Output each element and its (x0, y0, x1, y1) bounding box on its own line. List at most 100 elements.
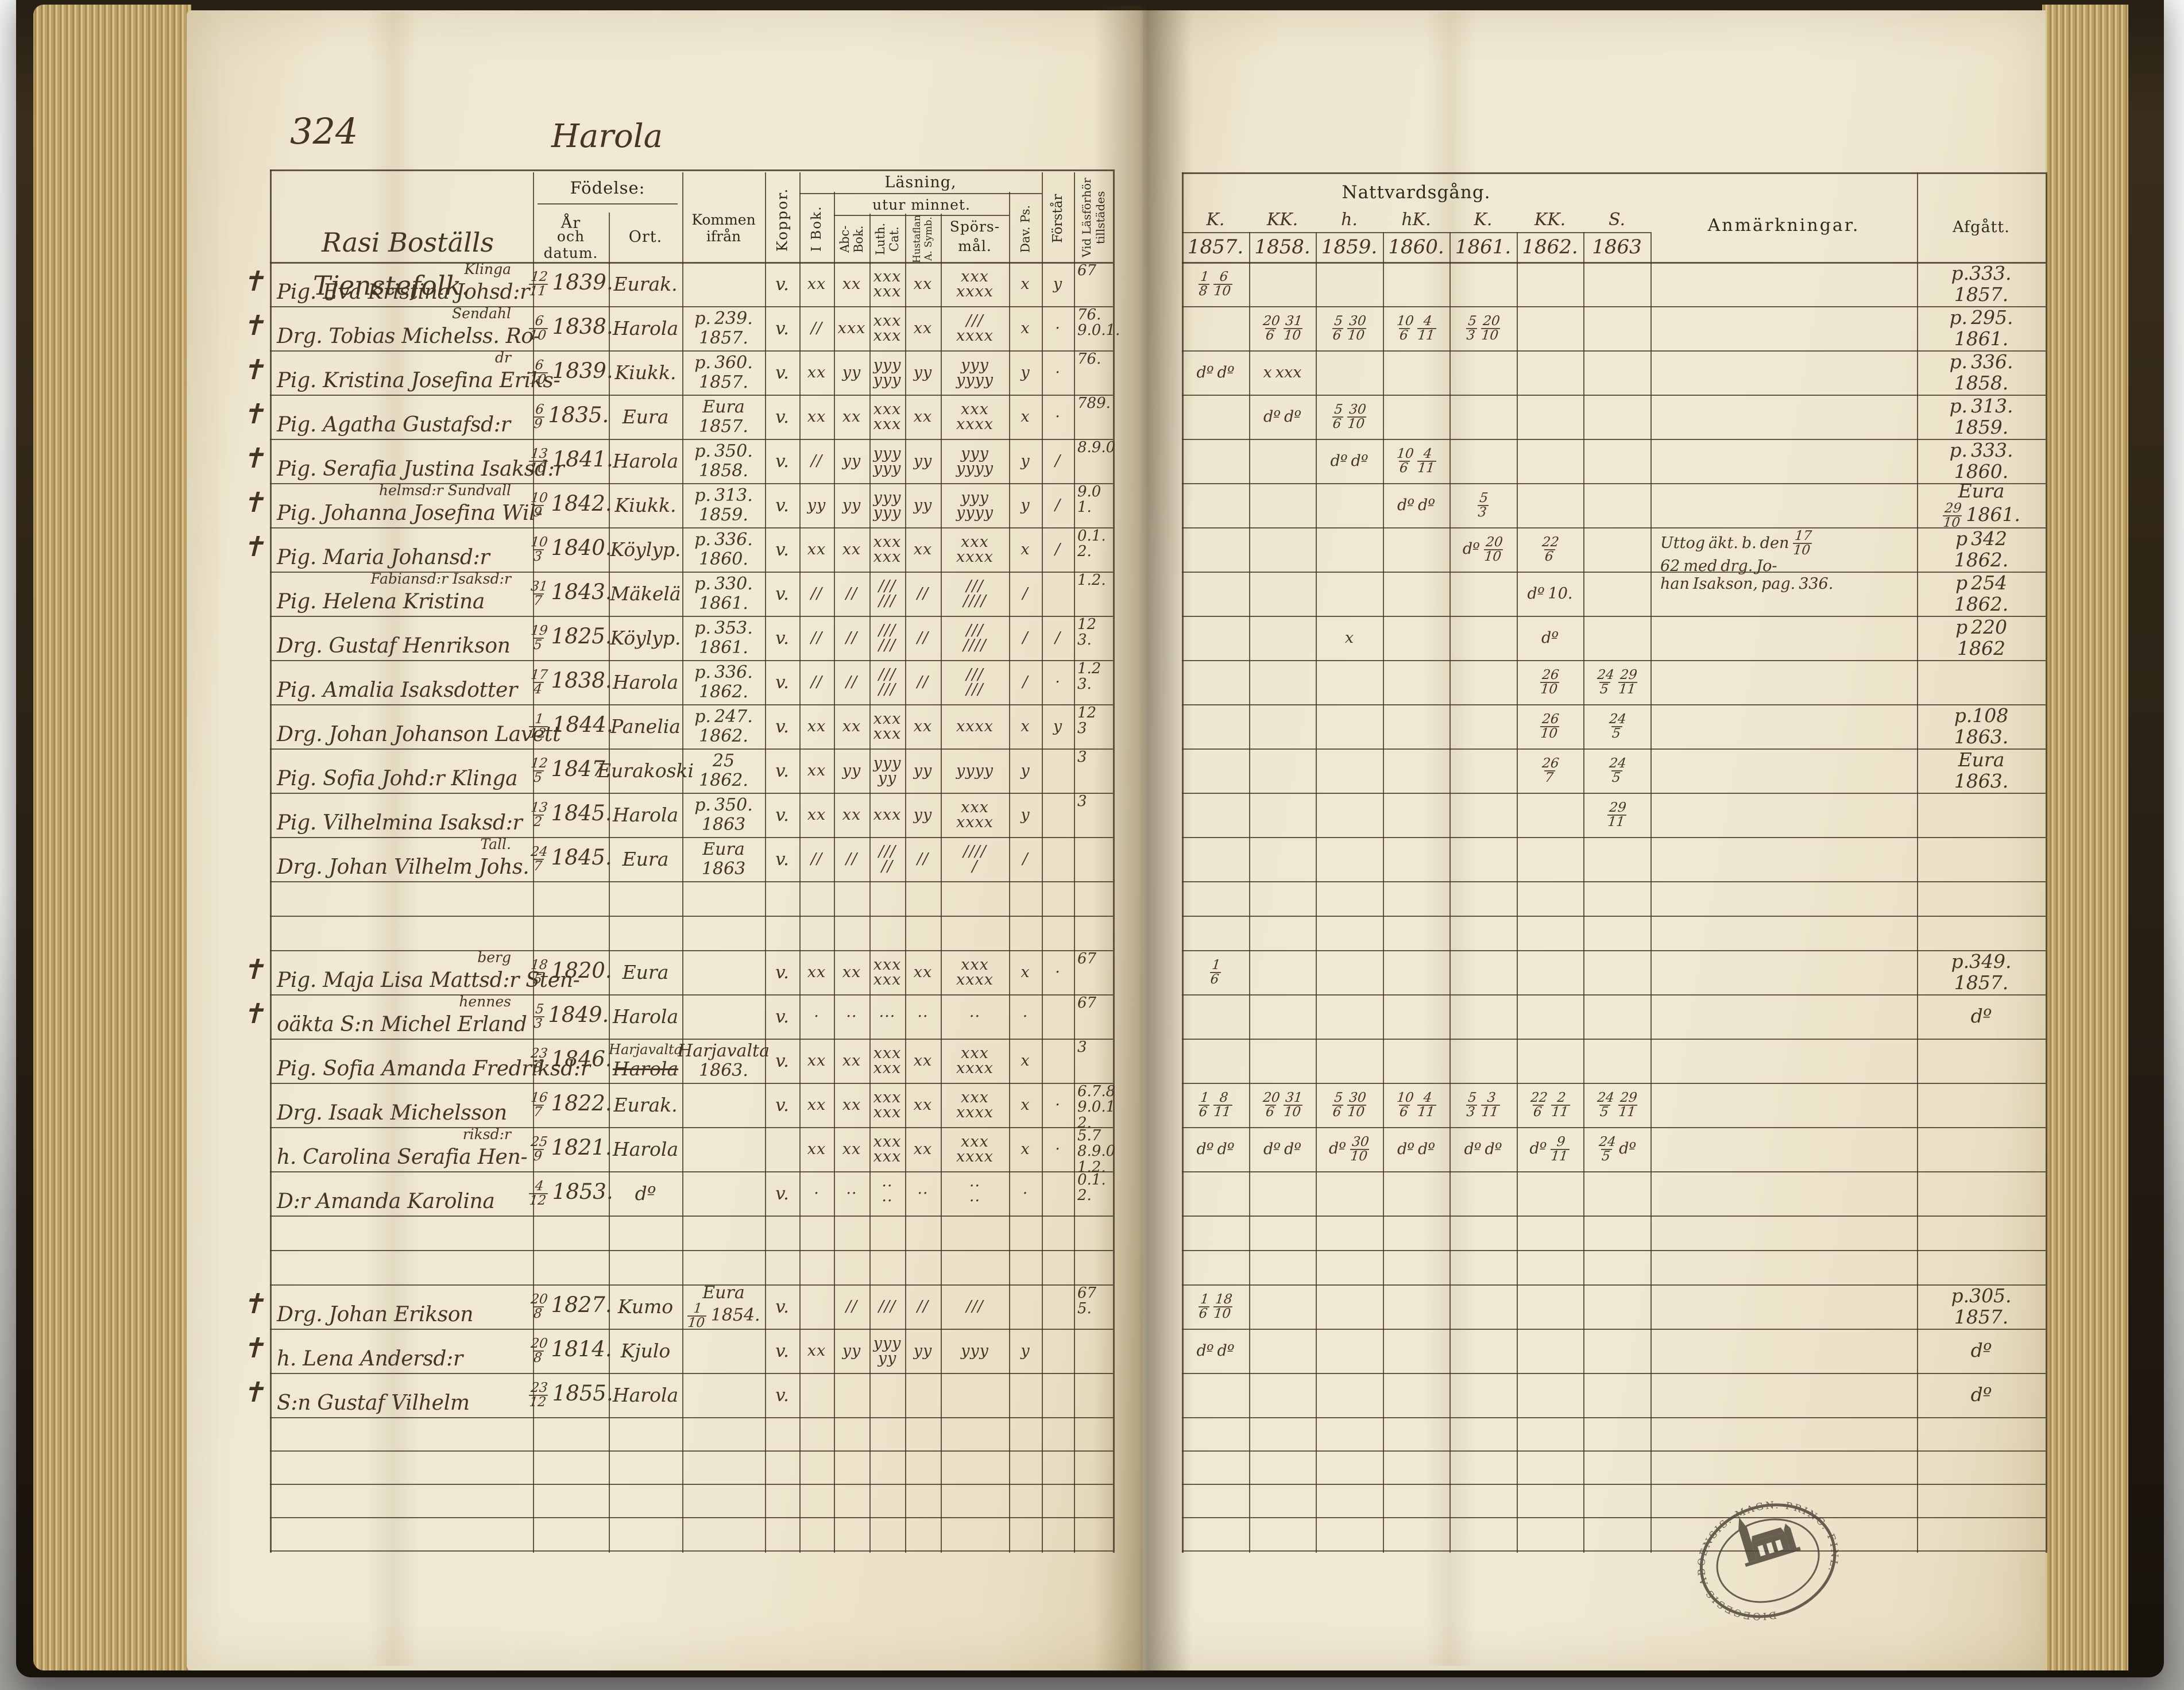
reading-mark-cell: ·· (941, 994, 1009, 1039)
fraction-month: 11 (1616, 681, 1637, 697)
table-row: ✝ Pig. Agatha Gustafsd:r 6 9 1835. Eura Eura 18… (0, 395, 2184, 439)
birth-place-cell: Kiukk. (609, 350, 682, 395)
text-line: p. 330. (693, 574, 755, 594)
date-fraction: 20 8 (529, 1336, 548, 1365)
fraction-day: 20 (1262, 1090, 1281, 1105)
name-continuation: Fabiansd:r Isaksd:r (370, 570, 511, 587)
text-token: 1861. (1966, 503, 2020, 526)
reading-mark: xx (913, 407, 933, 426)
person-name: Pig. Kristina Josefina Eriks- (277, 369, 561, 392)
year-mark-note: K. (1206, 209, 1225, 230)
fraction-day: 24 (1597, 667, 1615, 682)
date-fraction: 26 10 (1539, 712, 1561, 741)
reading-mark-cell: // (905, 572, 941, 616)
birth-date-cell: 10 9 1842. (530, 483, 612, 527)
text-token: dº (1464, 1140, 1482, 1158)
reading-mark-cell: ··· (869, 994, 905, 1039)
text-line: 1857. (697, 328, 750, 348)
fraction-day: 5 (1333, 313, 1343, 329)
reading-mark-cell: yy (834, 748, 869, 793)
col-header-vid-lasforhor: Vid Läsförhör tillstädes (1080, 178, 1107, 258)
date-fraction: 9 11 (1549, 1135, 1571, 1164)
left-table-top-border (270, 169, 1113, 171)
text-token: dº (1970, 1383, 1992, 1406)
reading-mark: xxxx (956, 970, 994, 989)
reading-mark: xxx (873, 311, 902, 330)
date-fraction: 20 10 (1482, 535, 1504, 564)
birth-place: Harola (612, 1005, 679, 1028)
attendance-line: 789. (1077, 395, 1111, 412)
row-line-right (1182, 881, 2046, 882)
came-from-cell: p. 353. 1861. (682, 616, 765, 660)
date-fraction: 10 3 (529, 535, 548, 564)
reading-mark-cell: xxx xxxx (941, 1083, 1009, 1127)
came-from-cell: p. 360. 1857. (682, 350, 765, 395)
fraction-day: 6 (1219, 269, 1229, 284)
reading-mark-cell: ////// (941, 660, 1009, 704)
text-token: dº (1485, 1140, 1502, 1158)
date-fraction: 31 10 (1282, 1090, 1304, 1120)
birth-place: Harola (612, 1058, 679, 1080)
church-icon (1738, 1517, 1801, 1567)
date-fraction: 6 10 (527, 358, 550, 387)
birth-place-cell: Harola (609, 994, 682, 1039)
reading-mark-cell: xx (799, 1329, 834, 1373)
right-table-header-rule (1182, 262, 2046, 264)
reading-mark-cell: y (1009, 439, 1042, 483)
col-header-kommen: Kommen ifrån (691, 211, 756, 245)
birth-year: 1820. (551, 958, 612, 983)
date-fraction: 10 9 (529, 491, 548, 520)
text-token: p. (1949, 438, 1968, 461)
reading-mark: // (917, 584, 929, 603)
reading-mark: // (917, 850, 929, 868)
smallpox-mark-cell: v. (775, 495, 789, 516)
col-header-koppor: Koppor. (774, 187, 791, 252)
reading-mark-cell: /// (869, 1284, 905, 1329)
birth-date: 5 3 1849. (531, 1002, 611, 1031)
reading-mark-cell: y (1009, 793, 1042, 837)
reading-mark: xxx (873, 970, 902, 989)
fraction-day: 5 (1479, 490, 1489, 506)
communion-cell: 5 6 30 10 (1316, 395, 1383, 439)
departed-cell: p. 313. 1859. (1917, 395, 2046, 439)
attendance-cell: 789. (1077, 395, 1111, 440)
reading-mark-cell: // (834, 837, 869, 881)
birth-date: 20 8 1814. (528, 1336, 613, 1365)
anmarkningar-vline (1917, 172, 1918, 1553)
communion-dates: dº dº (1396, 496, 1437, 514)
reading-mark-cell: yy (834, 1329, 869, 1373)
name-cell: helmsd:r Sundvall Pig. Johanna Josefina W… (277, 482, 543, 527)
reading-mark: x (1021, 717, 1030, 735)
reading-mark-cell: y (1042, 704, 1074, 748)
col-header-ar: År (561, 214, 581, 232)
name-continuation: berg (477, 949, 511, 966)
reading-mark: xx (913, 717, 933, 735)
row-line-left (270, 527, 1113, 528)
year-label: 1857. (1187, 236, 1244, 258)
reading-mark-cell: x (1009, 1083, 1042, 1127)
reading-mark-cell: /// (941, 1284, 1009, 1329)
reading-mark-cell: · (1042, 950, 1074, 994)
communion-dates: dº dº (1195, 1342, 1236, 1360)
text-token: Uttog (1660, 534, 1705, 552)
reading-mark: y (1021, 1341, 1030, 1360)
reading-mark: xx (842, 717, 861, 735)
reading-mark: xxxx (956, 547, 994, 566)
reading-mark-cell: ////// (869, 616, 905, 660)
communion-cell: dº dº (1182, 1329, 1249, 1373)
text-token: 336. (714, 529, 753, 550)
text-line: p. 353. (693, 619, 755, 638)
person-name: Pig. Amalia Isaksdotter (277, 678, 517, 702)
remark-cell: Uttog äkt. b. den 17 10 62 med drg. Jo-han Isakson… (1659, 528, 1911, 593)
fraction-day: 4 (1423, 446, 1433, 461)
reading-mark-cell: xx (905, 1127, 941, 1171)
fraction-day: 24 (1608, 711, 1627, 727)
attendance-cell: 12 3. (1077, 616, 1111, 661)
text-token: dº (1196, 364, 1214, 381)
reading-mark-cell: xxx xxx (869, 527, 905, 572)
right-table-vline (1249, 232, 1250, 1553)
name-continuation: riksd:r (462, 1126, 511, 1143)
reading-mark-cell: xx (834, 1127, 869, 1171)
